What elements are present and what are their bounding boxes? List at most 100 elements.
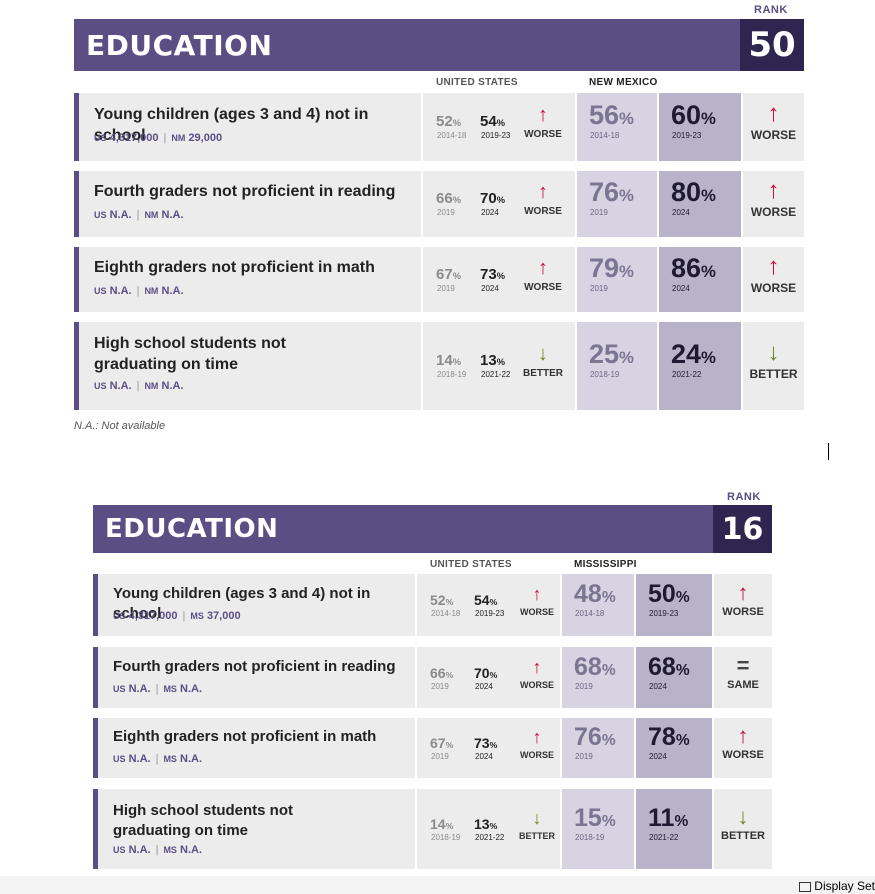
- percent-sign: %: [489, 740, 498, 750]
- state-recent-value: 11%: [648, 806, 688, 831]
- us-count: 4,317,000: [128, 610, 178, 622]
- us-recent-number: 13: [474, 816, 490, 832]
- state-count: N.A.: [161, 285, 184, 297]
- us-earlier-value: 66%: [430, 666, 453, 680]
- state-column-label: NEW MEXICO: [589, 77, 658, 88]
- us-recent-value: 54%: [480, 114, 505, 129]
- state-key: NM: [171, 133, 186, 143]
- indicator-title-line: High school students not: [94, 335, 286, 352]
- state-recent-cell: 11% 2021-22: [636, 789, 712, 869]
- indicator-title-line: Eighth graders not proficient in math: [94, 259, 375, 276]
- divider: |: [155, 844, 159, 856]
- indicator-row: Fourth graders not proficient in reading…: [74, 171, 804, 237]
- divider: |: [163, 132, 167, 144]
- us-earlier-period: 2018-19: [437, 370, 467, 379]
- display-settings-button[interactable]: Display Set: [799, 879, 875, 893]
- section-header: EDUCATION: [93, 505, 713, 553]
- us-earlier-value: 52%: [430, 593, 453, 607]
- us-recent-number: 13: [480, 352, 497, 369]
- divider: |: [136, 209, 140, 221]
- us-earlier-period: 2019: [437, 284, 455, 293]
- divider: |: [136, 285, 140, 297]
- us-values-cell: 52% 2014-18 54% 2019-23 ↑ WORSE: [417, 574, 560, 636]
- us-recent-number: 70: [474, 665, 490, 681]
- state-trend-arrow-icon: ↑: [767, 177, 780, 204]
- percent-sign: %: [601, 813, 616, 830]
- us-earlier-value: 52%: [436, 114, 461, 129]
- us-recent-period: 2024: [475, 752, 493, 761]
- state-recent-value: 78%: [648, 725, 690, 750]
- indicator-row: Eighth graders not proficient in math US …: [74, 247, 804, 312]
- state-recent-value: 24%: [671, 341, 716, 368]
- state-earlier-cell: 79% 2019: [577, 247, 657, 312]
- us-earlier-value: 67%: [430, 736, 453, 750]
- state-trend-label: WORSE: [722, 749, 764, 761]
- state-trend-cell: ↑ WORSE: [714, 574, 772, 636]
- us-count: N.A.: [128, 683, 151, 695]
- state-trend-arrow-icon: ↑: [737, 723, 749, 748]
- indicator-title: High school students not graduating on ti…: [94, 334, 286, 376]
- us-values-cell: 66% 2019 70% 2024 ↑ WORSE: [423, 171, 575, 237]
- state-earlier-period: 2018-19: [575, 833, 605, 842]
- percent-sign: %: [452, 195, 461, 205]
- us-recent-value: 73%: [474, 736, 497, 750]
- state-trend-label: WORSE: [750, 205, 797, 219]
- us-earlier-value: 14%: [436, 353, 461, 368]
- state-earlier-period: 2014-18: [575, 609, 605, 618]
- state-recent-value: 60%: [671, 102, 716, 129]
- us-recent-value: 70%: [474, 666, 497, 680]
- state-earlier-cell: 48% 2014-18: [562, 574, 634, 636]
- state-recent-number: 50: [648, 580, 676, 608]
- us-count: N.A.: [109, 285, 132, 297]
- rank-value: 16: [721, 511, 764, 547]
- indicator-counts: US N.A. | MS N.A.: [113, 683, 202, 695]
- state-key: MS: [190, 611, 204, 621]
- state-trend-arrow-icon: ↓: [767, 339, 780, 366]
- state-earlier-number: 68: [574, 653, 602, 681]
- us-earlier-period: 2019: [431, 682, 449, 691]
- state-recent-number: 78: [648, 723, 676, 751]
- state-earlier-value: 48%: [574, 582, 616, 607]
- state-recent-value: 68%: [648, 655, 690, 680]
- state-earlier-period: 2019: [575, 752, 593, 761]
- state-recent-period: 2019-23: [672, 131, 702, 140]
- state-recent-cell: 60% 2019-23: [659, 93, 741, 161]
- state-column-label: MISSISSIPPI: [574, 559, 637, 570]
- percent-sign: %: [601, 732, 616, 749]
- state-earlier-cell: 76% 2019: [562, 718, 634, 778]
- us-recent-number: 73: [474, 735, 490, 751]
- us-count: 4,317,000: [109, 132, 159, 144]
- us-earlier-number: 66: [436, 190, 453, 207]
- indicator-title-line: Fourth graders not proficient in reading: [94, 183, 396, 200]
- indicator-title: Fourth graders not proficient in reading: [113, 657, 396, 677]
- us-trend-label: BETTER: [523, 368, 563, 379]
- percent-sign: %: [619, 348, 634, 367]
- percent-sign: %: [489, 597, 498, 607]
- percent-sign: %: [489, 821, 498, 831]
- us-earlier-number: 67: [436, 266, 453, 283]
- us-key: US: [113, 684, 126, 694]
- us-key: US: [113, 845, 126, 855]
- section-header: EDUCATION: [74, 19, 740, 71]
- us-recent-value: 54%: [474, 593, 497, 607]
- us-key: US: [113, 611, 126, 621]
- rank-label: RANK: [727, 491, 761, 503]
- state-recent-number: 86: [671, 253, 702, 283]
- section-title: EDUCATION: [105, 514, 279, 544]
- us-trend-arrow-icon: ↑: [532, 584, 542, 604]
- state-earlier-number: 79: [589, 253, 620, 283]
- divider: |: [155, 683, 159, 695]
- state-earlier-value: 68%: [574, 655, 616, 680]
- state-trend-arrow-icon: ↓: [737, 804, 749, 829]
- state-earlier-number: 56: [589, 100, 620, 130]
- state-earlier-period: 2019: [590, 208, 608, 217]
- percent-sign: %: [496, 271, 505, 281]
- us-earlier-period: 2019: [437, 208, 455, 217]
- us-recent-value: 73%: [480, 267, 505, 282]
- state-earlier-value: 79%: [589, 255, 634, 282]
- percent-sign: %: [675, 732, 690, 749]
- percent-sign: %: [675, 589, 690, 606]
- us-trend-label: WORSE: [524, 282, 562, 293]
- state-earlier-cell: 68% 2019: [562, 647, 634, 708]
- state-recent-number: 11: [648, 804, 675, 832]
